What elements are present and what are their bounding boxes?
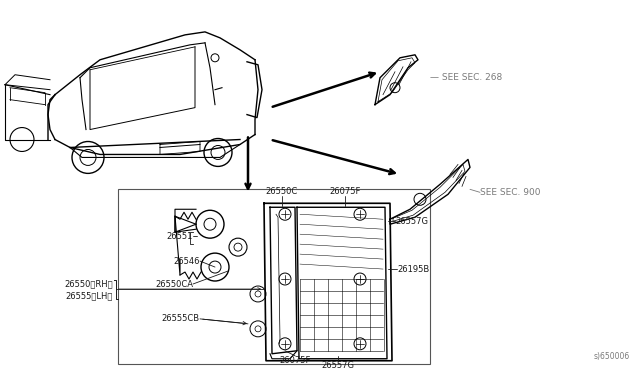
Text: 26550〈RH〉: 26550〈RH〉 xyxy=(65,279,113,289)
Text: 26557G: 26557G xyxy=(395,217,428,226)
Text: s)650006: s)650006 xyxy=(594,352,630,361)
Text: 26075F: 26075F xyxy=(330,187,361,196)
Text: 26555CB: 26555CB xyxy=(162,314,200,323)
Text: 26551: 26551 xyxy=(166,232,193,241)
Bar xyxy=(118,189,430,364)
Text: 26075F: 26075F xyxy=(279,356,310,365)
Text: — SEE SEC. 268: — SEE SEC. 268 xyxy=(430,73,502,82)
Text: 26195B: 26195B xyxy=(397,264,429,273)
Text: 26555〈LH〉: 26555〈LH〉 xyxy=(66,292,113,301)
Text: 26557G: 26557G xyxy=(321,361,355,370)
Text: 26550C: 26550C xyxy=(266,187,298,196)
Text: 26546: 26546 xyxy=(173,257,200,266)
Text: 26550CA: 26550CA xyxy=(155,279,193,289)
Text: SEE SEC. 900: SEE SEC. 900 xyxy=(480,188,541,197)
